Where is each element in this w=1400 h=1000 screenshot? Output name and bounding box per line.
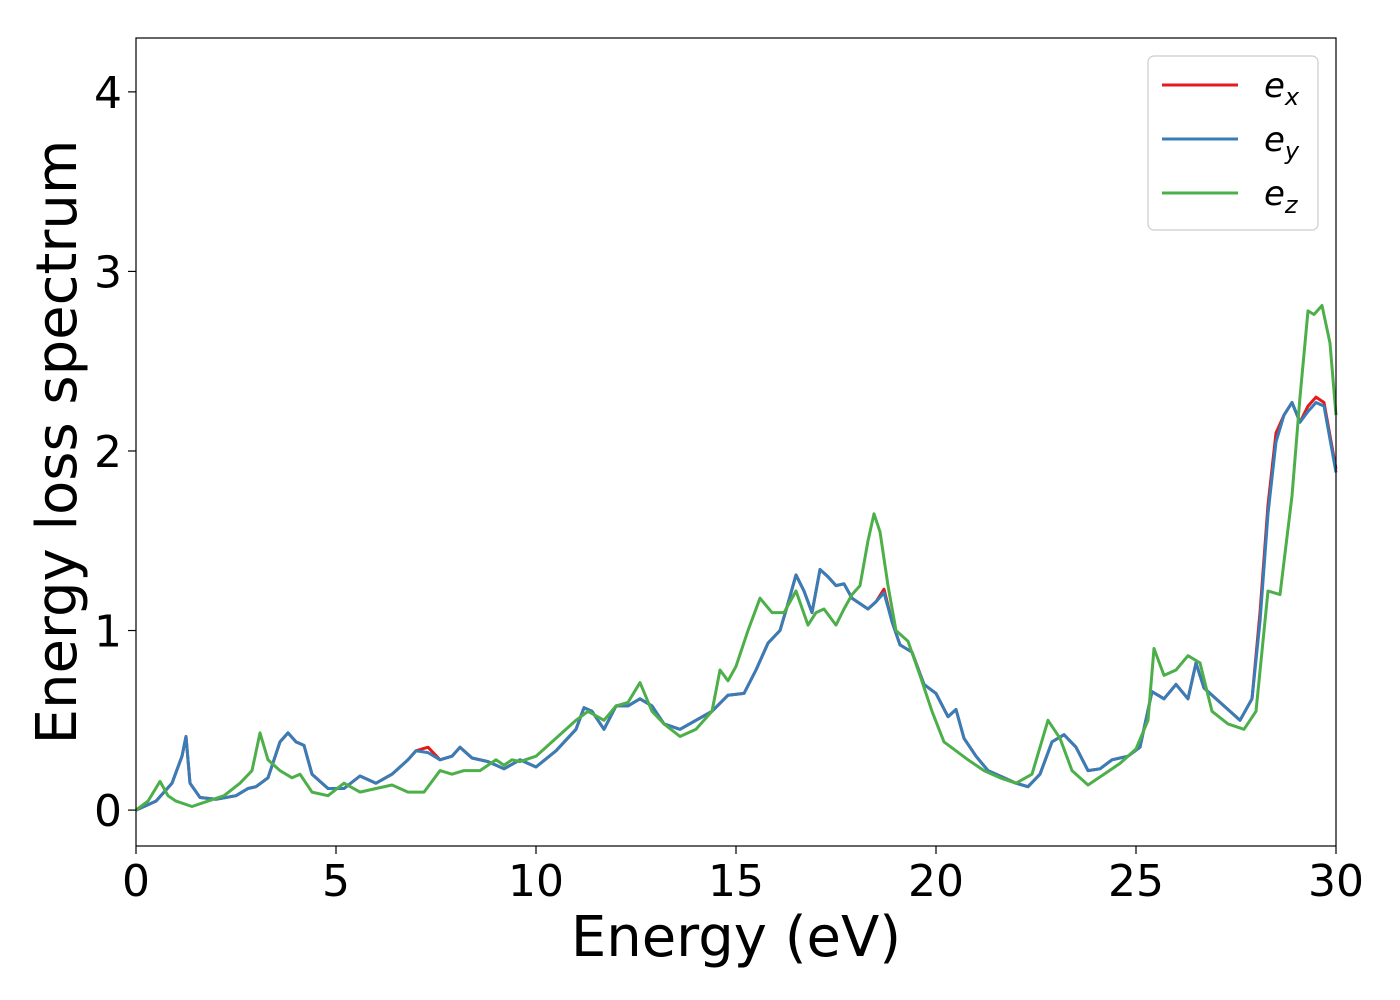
y-axis-ticks: 0 1 2 3 4 [94, 68, 136, 837]
x-axis-ticks: 0 5 10 15 20 25 30 [122, 846, 1364, 907]
x-tick-label: 0 [122, 856, 150, 907]
y-tick-label: 3 [94, 247, 122, 298]
x-axis-title: Energy (eV) [571, 905, 901, 970]
legend-label-ex: ex [1264, 66, 1300, 111]
x-tick-label: 15 [708, 856, 764, 907]
x-tick-label: 30 [1308, 856, 1364, 907]
plot-lines [135, 304, 1338, 812]
legend-box [1147, 55, 1319, 231]
x-tick-label: 5 [322, 856, 350, 907]
series-line-ez [135, 304, 1338, 812]
y-tick-label: 1 [94, 607, 122, 658]
x-tick-label: 20 [908, 856, 964, 907]
y-tick-label: 0 [94, 786, 122, 837]
legend: ex ey ez [1147, 55, 1319, 231]
y-axis-title: Energy loss spectrum [25, 140, 90, 745]
x-tick-label: 25 [1108, 856, 1164, 907]
x-tick-label: 10 [508, 856, 564, 907]
y-tick-label: 2 [94, 427, 122, 478]
legend-entries: ex ey ez [1162, 66, 1300, 219]
legend-label-ey: ey [1264, 120, 1300, 165]
legend-label-ez: ez [1264, 174, 1299, 219]
y-tick-label: 4 [94, 68, 122, 119]
